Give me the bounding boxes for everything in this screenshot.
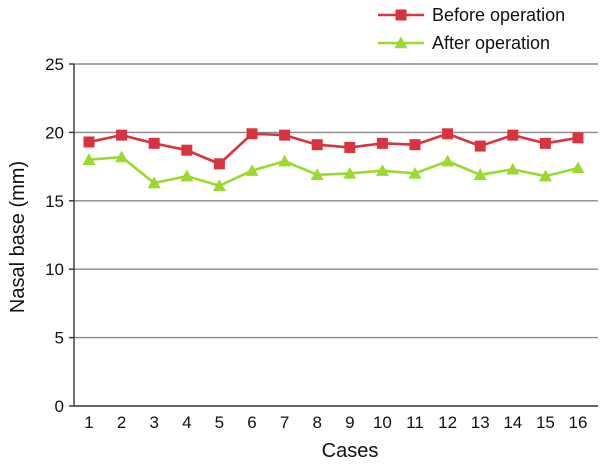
- x-tick-label-1: 1: [84, 413, 93, 432]
- x-tick-label-6: 6: [247, 413, 256, 432]
- legend-item-after-operation: After operation: [378, 33, 550, 53]
- legend-marker: [395, 9, 407, 21]
- data-point-16: [571, 161, 585, 174]
- data-point-14: [507, 129, 519, 141]
- gridlines: [74, 63, 598, 339]
- data-point-10: [375, 164, 389, 176]
- x-axis-label: Cases: [322, 440, 379, 462]
- data-point-2: [116, 129, 128, 141]
- y-tick-label-0: 0: [55, 397, 64, 416]
- y-tick-label-20: 20: [45, 123, 64, 142]
- x-tick-label-12: 12: [438, 413, 457, 432]
- x-tick-label-5: 5: [215, 413, 224, 432]
- data-point-15: [539, 137, 551, 149]
- x-tick-label-16: 16: [569, 413, 588, 432]
- data-point-11: [409, 139, 421, 151]
- data-point-9: [344, 141, 356, 153]
- data-point-10: [376, 137, 388, 149]
- legend-label: Before operation: [432, 5, 565, 25]
- legend-label: After operation: [432, 33, 550, 53]
- data-point-7: [278, 154, 292, 167]
- legend-item-before-operation: Before operation: [378, 5, 565, 25]
- series-before-operation: [83, 128, 584, 170]
- data-point-12: [442, 128, 454, 140]
- data-point-3: [147, 176, 161, 189]
- data-point-7: [279, 129, 291, 141]
- legend: Before operation After operation: [378, 5, 565, 53]
- x-tick-label-8: 8: [312, 413, 321, 432]
- data-point-1: [83, 136, 95, 148]
- y-tick-label-15: 15: [45, 192, 64, 211]
- data-point-5: [213, 158, 225, 170]
- y-axis-label: Nasal base (mm): [7, 161, 29, 313]
- x-tick-label-2: 2: [117, 413, 126, 432]
- data-point-12: [441, 154, 455, 167]
- y-tick-labels: 0 5 10 15 20 25: [45, 55, 64, 416]
- y-tick-label-5: 5: [55, 329, 64, 348]
- data-point-3: [148, 137, 160, 149]
- axes: [69, 63, 598, 407]
- data-point-13: [474, 140, 486, 152]
- legend-marker: [394, 36, 408, 49]
- data-point-15: [538, 169, 552, 182]
- series-line: [88, 132, 579, 166]
- series-line: [88, 155, 579, 188]
- x-tick-label-4: 4: [182, 413, 191, 432]
- data-point-6: [246, 128, 258, 140]
- x-tick-label-7: 7: [280, 413, 289, 432]
- data-point-8: [310, 168, 324, 181]
- data-point-9: [343, 166, 357, 179]
- data-point-14: [506, 162, 520, 175]
- x-tick-label-3: 3: [149, 413, 158, 432]
- data-point-4: [181, 144, 193, 156]
- data-point-1: [82, 153, 96, 165]
- data-point-4: [180, 169, 194, 182]
- data-point-11: [408, 166, 422, 179]
- data-point-8: [311, 139, 323, 151]
- x-tick-labels: 1 2 3 4 5 6 7 8 9 10 11 12 13 14 15 16: [84, 413, 587, 432]
- data-point-16: [572, 132, 584, 144]
- y-tick-label-25: 25: [45, 55, 64, 74]
- data-point-2: [115, 150, 129, 163]
- y-tick-label-10: 10: [45, 260, 64, 279]
- x-tick-label-14: 14: [503, 413, 522, 432]
- series-after-operation: [82, 150, 585, 191]
- x-tick-label-15: 15: [536, 413, 555, 432]
- x-tick-label-9: 9: [345, 413, 354, 432]
- x-tick-label-11: 11: [406, 413, 424, 432]
- data-point-5: [212, 179, 226, 191]
- data-point-13: [473, 168, 487, 181]
- x-tick-label-10: 10: [373, 413, 392, 432]
- x-tick-label-13: 13: [471, 413, 490, 432]
- data-point-6: [245, 164, 259, 176]
- series-layer: [82, 128, 585, 191]
